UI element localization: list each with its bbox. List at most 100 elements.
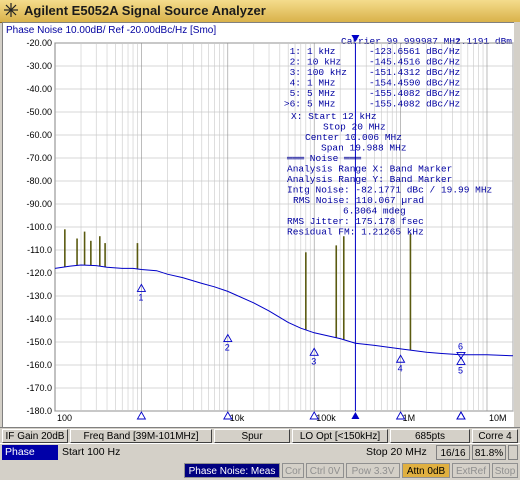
info-line: Intg Noise: -82.1771 dBc / 19.99 MHz bbox=[287, 185, 492, 196]
marker-4-label: 4 bbox=[398, 363, 403, 373]
y-tick-label: -60.00 bbox=[26, 130, 52, 140]
plot-grid bbox=[54, 42, 514, 412]
spur-lines bbox=[64, 229, 412, 351]
marker-symbols[interactable]: 1 2 3 4 5 6 bbox=[136, 283, 466, 420]
y-tick-label: -150.0 bbox=[26, 337, 52, 347]
status-indicator bbox=[508, 445, 518, 460]
extref-indicator: ExtRef bbox=[452, 463, 490, 478]
info-line: RMS Noise: 110.067 µrad bbox=[293, 195, 424, 206]
marker-3-label: 3 bbox=[311, 356, 316, 366]
carrier-power: 2.1191 dBm bbox=[455, 36, 512, 47]
info-line: X: Start 12 kHz bbox=[291, 111, 377, 122]
x-tick-label: 100 bbox=[57, 413, 72, 423]
marker-table-freq: 5 MHz bbox=[307, 88, 336, 99]
pow-indicator: Pow 3.3V bbox=[346, 463, 400, 478]
y-tick-label: -70.00 bbox=[26, 153, 52, 163]
spur-softkey[interactable]: Spur bbox=[214, 429, 290, 443]
phase-noise-plot[interactable]: Phase Noise 10.00dB/ Ref -20.00dBc/Hz [S… bbox=[2, 22, 518, 428]
marker-table-id: 2: bbox=[290, 57, 301, 68]
marker-6-label: 6 bbox=[458, 341, 463, 351]
trace-header: Phase Noise 10.00dB/ Ref -20.00dBc/Hz [S… bbox=[6, 25, 216, 36]
marker-2-symbol bbox=[223, 333, 233, 342]
marker-3-axis-tick bbox=[309, 411, 319, 420]
lo-opt-softkey[interactable]: LO Opt [<150kHz] bbox=[292, 429, 388, 443]
info-line: 6.3064 mdeg bbox=[343, 206, 406, 217]
band-marker-top-arrow bbox=[351, 35, 360, 42]
marker-table-freq: 10 kHz bbox=[307, 57, 341, 68]
carrier-readout: Carrier 99.999987 MHz bbox=[341, 36, 461, 47]
y-axis-ticks: -20.00 -30.00 -40.00 -50.00 -60.00 -70.00 -80.… bbox=[26, 38, 52, 416]
attn-indicator: Attn 0dB bbox=[402, 463, 450, 478]
x-tick-label: 10k bbox=[230, 413, 245, 423]
marker-2-label: 2 bbox=[225, 343, 230, 353]
marker-3-symbol bbox=[309, 347, 319, 356]
ctrl-indicator: Ctrl 0V bbox=[306, 463, 344, 478]
info-line: Analysis Range Y: Band Marker bbox=[287, 174, 452, 185]
marker-table-id: 1: bbox=[290, 46, 301, 57]
x-axis-ticks: 100 10k 100k 1M 10M bbox=[57, 413, 507, 423]
marker-table-id: 3: bbox=[290, 67, 301, 78]
info-line: ═══ Noise ═══ bbox=[286, 153, 361, 164]
marker-table-freq: 1 kHz bbox=[307, 46, 336, 57]
marker-1-label: 1 bbox=[138, 292, 143, 302]
marker-5-symbol bbox=[456, 356, 466, 365]
meas-status: Phase Noise: Meas bbox=[184, 463, 280, 478]
info-line: RMS Jitter: 175.178 fsec bbox=[287, 216, 424, 227]
marker-table-freq: 100 kHz bbox=[307, 67, 347, 78]
marker-table-id: >6: bbox=[284, 99, 301, 110]
marker-6-axis-tick bbox=[456, 411, 466, 420]
y-tick-label: -20.00 bbox=[26, 38, 52, 48]
marker-table-value: -155.4082 dBc/Hz bbox=[369, 99, 460, 110]
plot-scrollbar[interactable] bbox=[514, 22, 520, 427]
marker-6-symbol bbox=[456, 351, 466, 360]
marker-table-freq: 1 MHz bbox=[307, 78, 336, 89]
y-tick-label: -40.00 bbox=[26, 84, 52, 94]
phase-noise-chart: Phase Noise 10.00dB/ Ref -20.00dBc/Hz [S… bbox=[6, 25, 514, 423]
active-trace-label[interactable]: Phase Noise bbox=[2, 445, 58, 473]
y-tick-label: -110.0 bbox=[27, 245, 52, 255]
window-titlebar: Agilent E5052A Signal Source Analyzer bbox=[0, 0, 520, 23]
stop-indicator: Stop bbox=[492, 463, 518, 478]
marker-table-value: -123.6561 dBc/Hz bbox=[369, 46, 460, 57]
marker-table: 1: 1 kHz -123.6561 dBc/Hz 2: 10 kHz -145.4516… bbox=[284, 46, 460, 110]
y-tick-label: -140.0 bbox=[26, 314, 52, 324]
x-tick-label: 100k bbox=[316, 413, 336, 423]
corre-softkey[interactable]: Corre 4 bbox=[472, 429, 518, 443]
status-bar: Phase Noise Start 100 Hz Stop 20 MHz 16/… bbox=[0, 443, 520, 473]
x-tick-label: 10M bbox=[489, 413, 507, 423]
progress-percent: 81.8% bbox=[472, 445, 506, 460]
phase-noise-trace bbox=[54, 264, 514, 357]
measurement-status-bar: Phase Noise: Meas Cor Ctrl 0V Pow 3.3V A… bbox=[0, 461, 520, 480]
info-line: Stop 20 MHz bbox=[323, 122, 386, 133]
info-line: Center 10.006 MHz bbox=[305, 132, 402, 143]
marker-5-label: 5 bbox=[458, 365, 463, 375]
if-gain-softkey[interactable]: IF Gain 20dB bbox=[2, 429, 68, 443]
y-tick-label: -50.00 bbox=[26, 107, 52, 117]
band-marker-bottom-arrow bbox=[351, 412, 360, 419]
marker-table-value: -151.4312 dBc/Hz bbox=[369, 67, 460, 78]
band-marker[interactable] bbox=[351, 35, 360, 419]
y-tick-label: -100.0 bbox=[26, 222, 52, 232]
points-counter: 16/16 bbox=[436, 445, 470, 460]
y-tick-label: -90.00 bbox=[26, 199, 52, 209]
marker-table-id: 5: bbox=[290, 88, 301, 99]
y-tick-label: -80.00 bbox=[26, 176, 52, 186]
marker-table-value: -154.4590 dBc/Hz bbox=[369, 78, 460, 89]
stop-frequency: Stop 20 MHz bbox=[366, 446, 427, 458]
freq-band-softkey[interactable]: Freq Band [39M-101MHz] bbox=[70, 429, 212, 443]
marker-1-axis-tick bbox=[136, 411, 147, 420]
points-softkey[interactable]: 685pts bbox=[390, 429, 470, 443]
y-tick-label: -170.0 bbox=[26, 383, 52, 393]
cor-indicator: Cor bbox=[282, 463, 304, 478]
marker-table-id: 4: bbox=[290, 78, 301, 89]
y-tick-label: -130.0 bbox=[26, 291, 52, 301]
marker-4-axis-tick bbox=[395, 411, 406, 420]
marker-table-value: -155.4082 dBc/Hz bbox=[369, 88, 460, 99]
y-tick-label: -160.0 bbox=[26, 360, 52, 370]
info-line: Span 19.988 MHz bbox=[321, 143, 407, 154]
marker-1-symbol bbox=[136, 283, 147, 292]
y-tick-label: -120.0 bbox=[26, 268, 52, 278]
agilent-logo-icon bbox=[4, 3, 18, 17]
start-frequency: Start 100 Hz bbox=[62, 446, 121, 458]
